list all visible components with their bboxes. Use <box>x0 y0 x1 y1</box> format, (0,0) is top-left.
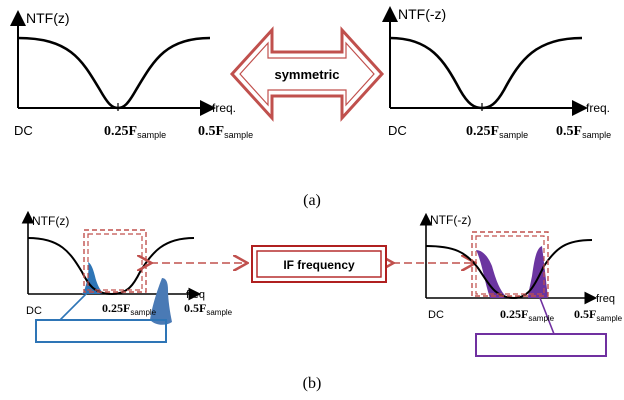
x-axis-label: freq <box>596 293 615 305</box>
if-frequency-box: IF frequency <box>251 245 387 283</box>
ntf-curve <box>27 237 195 296</box>
panel-b-left-plot: NTF(z) freq DC 0.25Fsample 0.5Fsample <box>21 210 233 343</box>
panel-a-left-plot: NTF(z) freq. DC 0.25Fsample 0.5Fsample <box>10 10 253 140</box>
tick-quarter-fs: 0.25Fsample <box>102 301 157 317</box>
panel-b-right-plot: NTF(-z) freq DC 0.25Fsample 0.5Fsample <box>419 212 623 357</box>
callout-line <box>539 297 555 335</box>
signal-band-fill <box>476 250 508 298</box>
callout-box <box>35 319 167 343</box>
caption-a: (a) <box>303 192 321 209</box>
symmetric-label: symmetric <box>274 67 339 82</box>
tick-quarter-fs: 0.25Fsample <box>104 124 166 140</box>
y-axis-label: NTF(z) <box>26 10 70 26</box>
if-window-box <box>471 231 549 297</box>
if-window-box-inner <box>475 235 545 295</box>
y-axis-label: NTF(z) <box>32 214 69 228</box>
tick-quarter-fs: 0.25Fsample <box>500 307 555 323</box>
x-axis-label: freq. <box>212 101 236 115</box>
ntf-curve <box>425 239 593 300</box>
tick-half-fs: 0.5Fsample <box>556 124 611 140</box>
tick-dc: DC <box>428 309 444 321</box>
x-axis-label: freq <box>186 289 205 301</box>
tick-half-fs: 0.5Fsample <box>198 124 253 140</box>
y-axis-label: NTF(-z) <box>398 6 446 22</box>
ntf-curve <box>17 36 211 110</box>
tick-dc: DC <box>26 305 42 317</box>
caption-b: (b) <box>303 375 322 392</box>
if-frequency-label: IF frequency <box>283 258 355 272</box>
symmetric-double-arrow: symmetric <box>229 26 385 122</box>
x-axis-label: freq. <box>586 101 610 115</box>
panel-a-right-plot: NTF(-z) freq. DC 0.25Fsample 0.5Fsample <box>382 6 611 140</box>
tick-dc: DC <box>14 123 33 138</box>
tick-half-fs: 0.5Fsample <box>574 307 623 323</box>
image-band-fill <box>150 278 172 325</box>
y-axis-label: NTF(-z) <box>430 213 471 227</box>
callout-line <box>59 291 89 321</box>
panel-a: NTF(z) freq. DC 0.25Fsample 0.5Fsample s… <box>10 6 611 209</box>
tick-dc: DC <box>388 123 407 138</box>
tick-half-fs: 0.5Fsample <box>184 301 233 317</box>
tick-quarter-fs: 0.25Fsample <box>466 124 528 140</box>
callout-box <box>475 333 607 357</box>
panel-b: NTF(z) freq DC 0.25Fsample 0.5Fsample IF… <box>21 210 623 392</box>
ntf-curve <box>389 36 583 110</box>
